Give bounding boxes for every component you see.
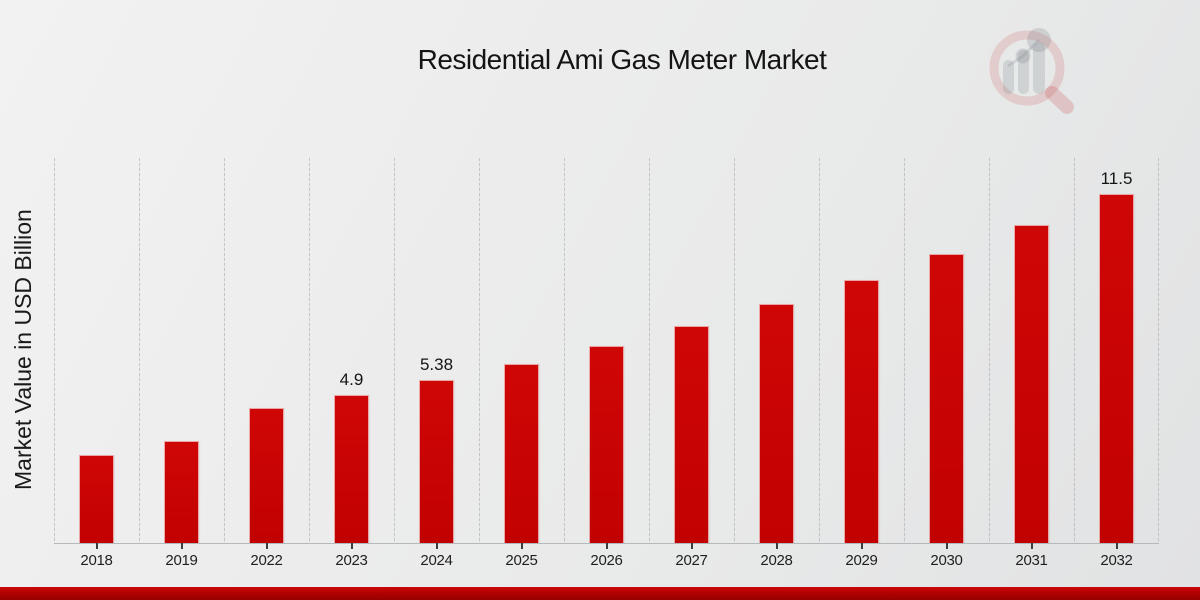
- bar: [504, 363, 539, 543]
- bar: [674, 325, 709, 543]
- x-axis-tick: [945, 543, 948, 549]
- x-axis-label: 2028: [760, 552, 793, 569]
- bar-value-label: 5.38: [419, 354, 454, 374]
- x-axis-label: 2032: [1100, 552, 1133, 569]
- x-axis-tick: [860, 543, 863, 549]
- gridline: [819, 158, 820, 543]
- gridline: [1074, 158, 1075, 543]
- bar: [79, 455, 114, 543]
- x-axis-tick: [95, 543, 98, 549]
- x-axis-label: 2031: [1015, 552, 1048, 569]
- gridline: [734, 158, 735, 543]
- x-axis-tick: [180, 543, 183, 549]
- bottom-banner: [0, 587, 1200, 600]
- chart-title: Residential Ami Gas Meter Market: [417, 44, 827, 75]
- bar: [589, 345, 624, 543]
- x-axis-tick: [1030, 543, 1033, 549]
- bar: [164, 440, 199, 543]
- bar: [334, 394, 369, 543]
- brand-watermark-icon: [989, 28, 1074, 114]
- x-axis-label: 2026: [590, 552, 623, 569]
- gridline: [479, 158, 480, 543]
- gridline: [989, 158, 990, 543]
- gridline: [1158, 158, 1159, 543]
- bar: [759, 304, 794, 543]
- y-axis-title: Market Value in USD Billion: [10, 209, 36, 491]
- x-axis-tick: [265, 543, 268, 549]
- gridline: [309, 158, 310, 543]
- gridline: [564, 158, 565, 543]
- bar: [1014, 225, 1049, 543]
- bar: [844, 280, 879, 543]
- x-axis-tick: [605, 543, 608, 549]
- gridline: [394, 158, 395, 543]
- x-axis-label: 2024: [420, 552, 453, 569]
- gridline: [54, 158, 55, 543]
- x-axis-label: 2030: [930, 552, 963, 569]
- gridline: [904, 158, 905, 543]
- x-axis-label: 2018: [80, 552, 113, 569]
- gridline: [224, 158, 225, 543]
- x-axis-label: 2025: [505, 552, 538, 569]
- x-axis-label: 2023: [335, 552, 368, 569]
- bar: [929, 254, 964, 543]
- x-axis-label: 2019: [165, 552, 198, 569]
- x-axis-tick: [435, 543, 438, 549]
- x-axis-tick: [1115, 543, 1118, 549]
- bar: [419, 379, 454, 543]
- bar-value-label: 11.5: [1100, 169, 1133, 189]
- x-axis-tick: [520, 543, 523, 549]
- bar: [249, 407, 284, 543]
- x-axis-tick: [350, 543, 353, 549]
- x-axis-tick: [775, 543, 778, 549]
- gridline: [649, 158, 650, 543]
- plot-area: 2018 2019 2022 2023 4.9 2024 5.38 2025 2026 2027 2…: [54, 158, 1159, 569]
- bar-value-label: 4.9: [339, 369, 364, 389]
- bar: [1099, 194, 1134, 543]
- x-axis-tick: [690, 543, 693, 549]
- x-axis-label: 2022: [250, 552, 283, 569]
- x-axis-label: 2027: [675, 552, 708, 569]
- gridline: [139, 158, 140, 543]
- x-axis-label: 2029: [845, 552, 878, 569]
